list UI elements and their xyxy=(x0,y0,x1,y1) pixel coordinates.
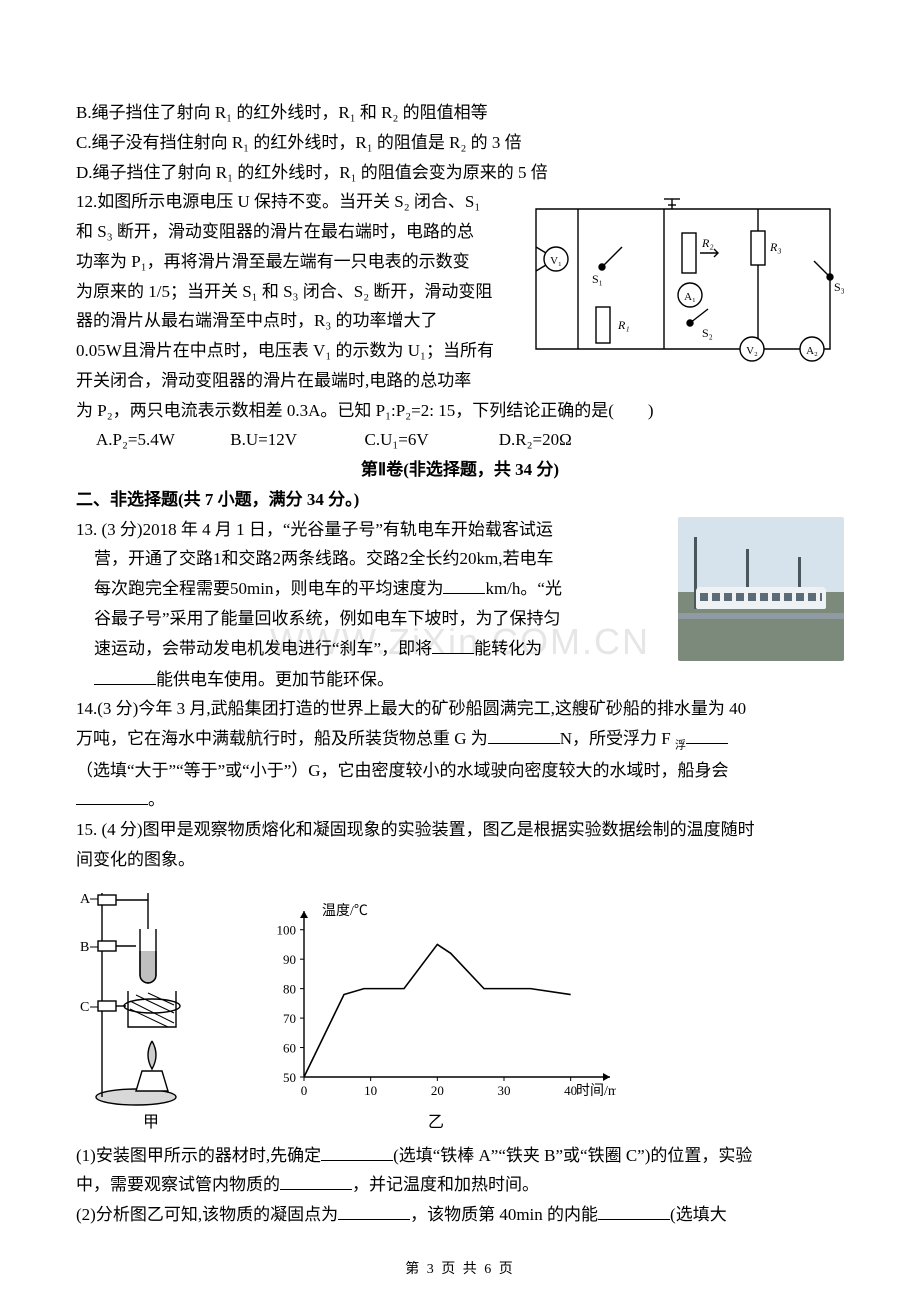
svg-text:V₂: V₂ xyxy=(746,345,758,357)
q12-opt-c: C.U₁=6V xyxy=(365,425,495,455)
q15-p1-line1: (1)安装图甲所示的器材时,先确定 (选填“铁棒 A”“铁夹 B”或“铁圈 C”)… xyxy=(76,1141,844,1171)
svg-text:V₁: V₁ xyxy=(550,255,562,267)
q13-l6-suffix: 能供电车使用。更加节能环保。 xyxy=(156,670,394,689)
blank-buoy-rel[interactable] xyxy=(686,726,728,744)
q14-l4-suffix: 。 xyxy=(148,790,165,809)
svg-text:0: 0 xyxy=(301,1083,308,1098)
q15-p2c: (选填大 xyxy=(670,1205,727,1224)
svg-text:30: 30 xyxy=(498,1083,511,1098)
blank-boat-body[interactable] xyxy=(76,787,148,805)
q11-opt-c: C.绳子没有挡住射向 R₁ 的红外线时，R₁ 的阻值是 R₂ 的 3 倍 xyxy=(76,128,844,158)
q13-l5a: 速运动，会带动发电机发电进行“刹车”，即将 xyxy=(94,639,432,658)
q15-p1b: (选填“铁棒 A”“铁夹 B”或“铁圈 C”)的位置，实验 xyxy=(393,1146,752,1165)
q14-l4: 。 xyxy=(76,785,844,815)
blank-observe[interactable] xyxy=(280,1172,352,1190)
blank-fixture[interactable] xyxy=(321,1143,393,1161)
svg-text:S₃: S₃ xyxy=(834,280,844,294)
q13-l3a: 每次跑完全程需要50min，则电车的平均速度为 xyxy=(94,579,443,598)
svg-text:C: C xyxy=(80,1000,89,1015)
svg-text:A₁: A₁ xyxy=(684,291,696,303)
q12-options: A.P₂=5.4W B.U=12V C.U₁=6V D.R₂=20Ω xyxy=(76,425,844,455)
apparatus-figure: A B C xyxy=(76,881,226,1107)
blank-speed[interactable] xyxy=(443,576,485,594)
q11-opt-c-text: 绳子没有挡住射向 R₁ 的红外线时，R₁ 的阻值是 R₂ 的 3 倍 xyxy=(92,133,522,152)
q11-opt-b: B.绳子挡住了射向 R₁ 的红外线时，R₁ 和 R₂ 的阻值相等 xyxy=(76,98,844,128)
q15-p1d: ，并记温度和加热时间。 xyxy=(352,1175,539,1194)
q15-p2a: (2)分析图乙可知,该物质的凝固点为 xyxy=(76,1205,338,1224)
q12-stem-8: 为 P₂，两只电流表示数相差 0.3A。已知 P₁:P₂=2: 15，下列结论正… xyxy=(76,396,844,426)
blank-freeze-point[interactable] xyxy=(338,1202,410,1220)
q15-p2-line1: (2)分析图乙可知,该物质的凝固点为 ，该物质第 40min 的内能 (选填大 xyxy=(76,1200,844,1230)
circuit-figure: V₁ S₁ R₁ xyxy=(522,191,844,367)
svg-text:10: 10 xyxy=(364,1083,377,1098)
svg-text:R₁: R₁ xyxy=(617,318,630,332)
q13-l6: 能供电车使用。更加节能环保。 xyxy=(76,665,844,695)
section-2-title: 第Ⅱ卷(非选择题，共 34 分) xyxy=(76,455,844,485)
q14-l3: （选填“大于”“等于”或“小于”）G，它由密度较小的水域驶向密度较大的水域时，船… xyxy=(76,756,844,786)
svg-text:50: 50 xyxy=(283,1070,296,1085)
q12-opt-b: B.U=12V xyxy=(230,425,360,455)
q13-l3b: km/h。“光 xyxy=(485,579,562,598)
blank-energy2[interactable] xyxy=(94,667,156,685)
figure-row: A B C 甲 5060708090100010203040温度/℃时间/min… xyxy=(76,881,844,1137)
circuit-svg: V₁ S₁ R₁ xyxy=(522,191,844,367)
q15-l1: 15. (4 分)图甲是观察物质熔化和凝固现象的实验装置，图乙是根据实验数据绘制… xyxy=(76,815,844,845)
svg-text:A: A xyxy=(80,892,91,907)
svg-text:R₂: R₂ xyxy=(701,236,714,250)
svg-text:A₂: A₂ xyxy=(806,345,818,357)
svg-text:90: 90 xyxy=(283,952,296,967)
q11-opt-b-text: 绳子挡住了射向 R₁ 的红外线时，R₁ 和 R₂ 的阻值相等 xyxy=(92,103,488,122)
svg-text:S₂: S₂ xyxy=(702,326,713,340)
q14-fu-sub: 浮 xyxy=(675,739,686,751)
svg-text:60: 60 xyxy=(283,1040,296,1055)
q12-opt-d: D.R₂=20Ω xyxy=(499,425,629,455)
q15-p1-line2: 中，需要观察试管内物质的 ，并记温度和加热时间。 xyxy=(76,1170,844,1200)
graph-caption: 乙 xyxy=(256,1109,616,1137)
svg-text:B: B xyxy=(80,940,89,955)
svg-text:80: 80 xyxy=(283,981,296,996)
svg-text:S₁: S₁ xyxy=(592,272,603,286)
q15-p1a: (1)安装图甲所示的器材时,先确定 xyxy=(76,1146,321,1165)
svg-text:温度/℃: 温度/℃ xyxy=(322,903,368,919)
apparatus-caption: 甲 xyxy=(76,1109,226,1137)
q12-opt-a: A.P₂=5.4W xyxy=(96,425,226,455)
svg-text:时间/min: 时间/min xyxy=(576,1083,616,1099)
q15-p2b: ，该物质第 40min 的内能 xyxy=(410,1205,598,1224)
blank-internal-energy[interactable] xyxy=(598,1202,670,1220)
tram-photo xyxy=(678,517,844,661)
q14-l2a: 万吨，它在海水中满载航行时，船及所装货物总重 G 为 xyxy=(76,729,488,748)
q15-l2: 间变化的图象。 xyxy=(76,845,844,875)
q14-l1: 14.(3 分)今年 3 月,武船集团打造的世界上最大的矿砂船圆满完工,这艘矿砂… xyxy=(76,694,844,724)
q12-stem-7: 开关闭合，滑动变阻器的滑片在最端时,电路的总功率 xyxy=(76,366,844,396)
graph-figure: 5060708090100010203040温度/℃时间/min 乙 xyxy=(256,901,616,1137)
svg-text:70: 70 xyxy=(283,1011,296,1026)
q13-l5b: 能转化为 xyxy=(474,639,542,658)
blank-energy1[interactable] xyxy=(432,636,474,654)
svg-text:20: 20 xyxy=(431,1083,444,1098)
q15-p1c: 中，需要观察试管内物质的 xyxy=(76,1175,280,1194)
svg-text:R₃: R₃ xyxy=(769,240,782,254)
section-2-sub: 二、非选择题(共 7 小题，满分 34 分。) xyxy=(76,485,844,515)
q11-opt-d-text: 绳子挡住了射向 R₁ 的红外线时，R₁ 的阻值会变为原来的 5 倍 xyxy=(93,163,548,182)
q14-l2b: N，所受浮力 F xyxy=(560,729,675,748)
svg-text:100: 100 xyxy=(277,922,297,937)
blank-weight[interactable] xyxy=(488,726,560,744)
q14-l2: 万吨，它在海水中满载航行时，船及所装货物总重 G 为 N，所受浮力 F 浮 xyxy=(76,724,844,756)
q11-opt-d: D.绳子挡住了射向 R₁ 的红外线时，R₁ 的阻值会变为原来的 5 倍 xyxy=(76,158,844,188)
page-footer: 第 3 页 共 6 页 xyxy=(76,1258,844,1283)
